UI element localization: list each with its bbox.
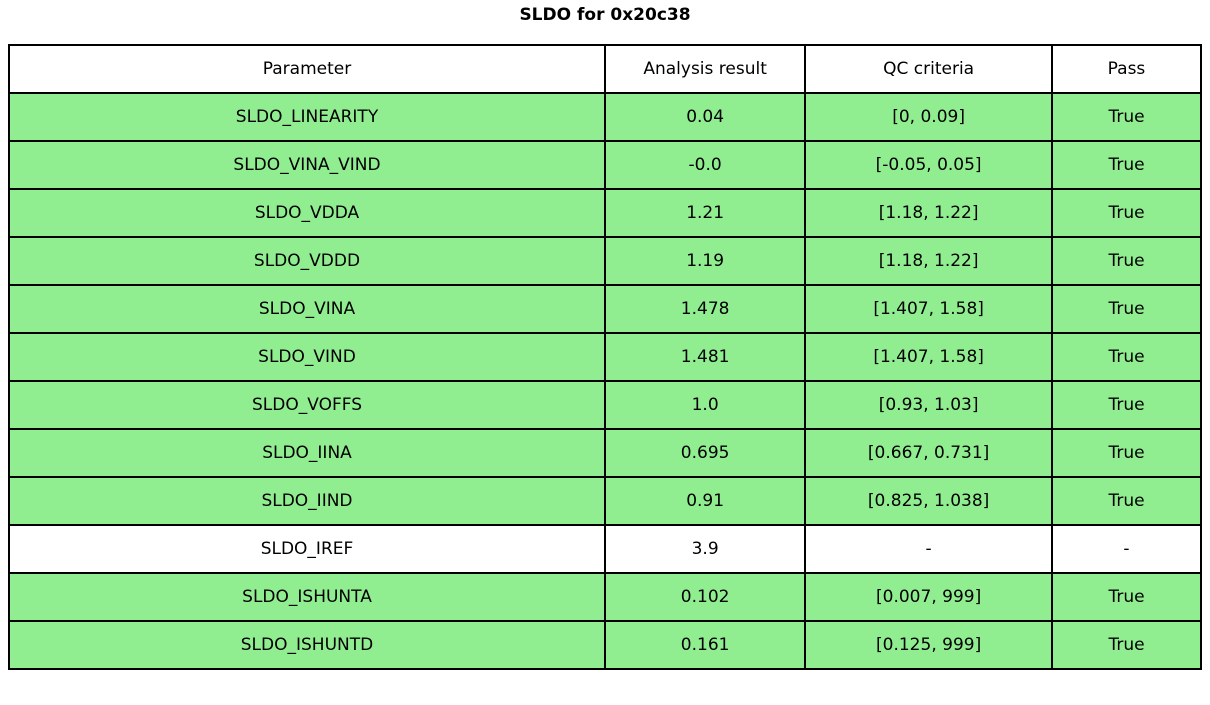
table-body: SLDO_LINEARITY 0.04 [0, 0.09] True SLDO_… — [8, 92, 1203, 670]
cell-parameter: SLDO_VINA — [8, 284, 606, 334]
cell-qc: [0, 0.09] — [804, 92, 1053, 142]
cell-result: 1.21 — [603, 188, 807, 238]
table-row: SLDO_IIND 0.91 [0.825, 1.038] True — [8, 476, 1203, 526]
cell-parameter: SLDO_VOFFS — [8, 380, 606, 430]
cell-qc: [0.125, 999] — [804, 620, 1053, 670]
cell-parameter: SLDO_VIND — [8, 332, 606, 382]
col-header-pass: Pass — [1050, 44, 1203, 94]
cell-result: -0.0 — [603, 140, 807, 190]
cell-parameter: SLDO_ISHUNTD — [8, 620, 606, 670]
cell-result: 1.481 — [603, 332, 807, 382]
table-row: SLDO_IREF 3.9 - - — [8, 524, 1203, 574]
table-row: SLDO_VDDD 1.19 [1.18, 1.22] True — [8, 236, 1203, 286]
cell-qc: [0.007, 999] — [804, 572, 1053, 622]
cell-parameter: SLDO_IINA — [8, 428, 606, 478]
col-header-qc-criteria: QC criteria — [804, 44, 1053, 94]
cell-result: 0.102 — [603, 572, 807, 622]
table-row: SLDO_LINEARITY 0.04 [0, 0.09] True — [8, 92, 1203, 142]
table-header: Parameter Analysis result QC criteria Pa… — [8, 44, 1203, 94]
cell-result: 1.19 — [603, 236, 807, 286]
cell-qc: - — [804, 524, 1053, 574]
cell-qc: [0.667, 0.731] — [804, 428, 1053, 478]
cell-pass: True — [1050, 380, 1203, 430]
cell-pass: True — [1050, 188, 1203, 238]
cell-result: 3.9 — [603, 524, 807, 574]
cell-pass: True — [1050, 572, 1203, 622]
cell-pass: - — [1050, 524, 1203, 574]
table-row: SLDO_IINA 0.695 [0.667, 0.731] True — [8, 428, 1203, 478]
table-row: SLDO_VDDA 1.21 [1.18, 1.22] True — [8, 188, 1203, 238]
cell-result: 1.478 — [603, 284, 807, 334]
cell-parameter: SLDO_VDDD — [8, 236, 606, 286]
cell-parameter: SLDO_LINEARITY — [8, 92, 606, 142]
cell-qc: [1.407, 1.58] — [804, 284, 1053, 334]
col-header-analysis-result: Analysis result — [603, 44, 807, 94]
cell-qc: [-0.05, 0.05] — [804, 140, 1053, 190]
cell-result: 1.0 — [603, 380, 807, 430]
cell-pass: True — [1050, 620, 1203, 670]
col-header-parameter: Parameter — [8, 44, 606, 94]
cell-parameter: SLDO_VDDA — [8, 188, 606, 238]
cell-parameter: SLDO_ISHUNTA — [8, 572, 606, 622]
cell-result: 0.161 — [603, 620, 807, 670]
cell-pass: True — [1050, 284, 1203, 334]
cell-parameter: SLDO_IIND — [8, 476, 606, 526]
cell-pass: True — [1050, 236, 1203, 286]
table-row: SLDO_ISHUNTA 0.102 [0.007, 999] True — [8, 572, 1203, 622]
cell-result: 0.04 — [603, 92, 807, 142]
cell-qc: [0.825, 1.038] — [804, 476, 1053, 526]
table-row: SLDO_VINA_VIND -0.0 [-0.05, 0.05] True — [8, 140, 1203, 190]
page-title: SLDO for 0x20c38 — [519, 5, 691, 25]
cell-qc: [1.18, 1.22] — [804, 188, 1053, 238]
cell-result: 0.695 — [603, 428, 807, 478]
table-row: SLDO_VIND 1.481 [1.407, 1.58] True — [8, 332, 1203, 382]
cell-result: 0.91 — [603, 476, 807, 526]
table-row: SLDO_ISHUNTD 0.161 [0.125, 999] True — [8, 620, 1203, 670]
cell-pass: True — [1050, 476, 1203, 526]
cell-pass: True — [1050, 428, 1203, 478]
cell-pass: True — [1050, 92, 1203, 142]
cell-pass: True — [1050, 140, 1203, 190]
qc-results-table: Parameter Analysis result QC criteria Pa… — [8, 44, 1203, 670]
cell-qc: [0.93, 1.03] — [804, 380, 1053, 430]
table-row: SLDO_VOFFS 1.0 [0.93, 1.03] True — [8, 380, 1203, 430]
cell-parameter: SLDO_VINA_VIND — [8, 140, 606, 190]
cell-qc: [1.18, 1.22] — [804, 236, 1053, 286]
cell-parameter: SLDO_IREF — [8, 524, 606, 574]
table-row: SLDO_VINA 1.478 [1.407, 1.58] True — [8, 284, 1203, 334]
header-row: Parameter Analysis result QC criteria Pa… — [8, 44, 1203, 94]
cell-qc: [1.407, 1.58] — [804, 332, 1053, 382]
cell-pass: True — [1050, 332, 1203, 382]
